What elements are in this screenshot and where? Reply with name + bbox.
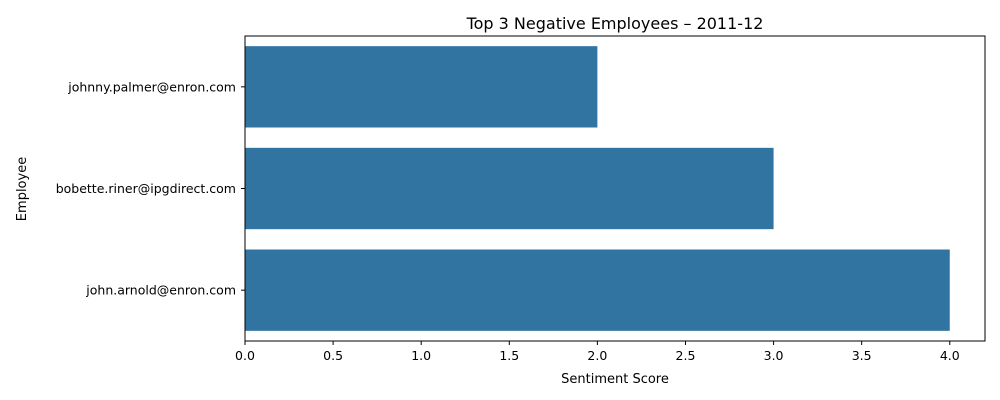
y-tick-label: john.arnold@enron.com bbox=[85, 283, 236, 298]
x-tick-label: 0.5 bbox=[323, 348, 343, 363]
bar-2 bbox=[245, 147, 774, 230]
y-tick-label: johnny.palmer@enron.com bbox=[67, 79, 236, 94]
chart-title: Top 3 Negative Employees – 2011-12 bbox=[466, 14, 764, 33]
y-ticks-group: johnny.palmer@enron.com bobette.riner@ipg… bbox=[56, 79, 245, 298]
x-tick-label: 2.0 bbox=[587, 348, 607, 363]
bars-group bbox=[245, 46, 950, 331]
x-ticks-group: 0.0 0.5 1.0 1.5 2.0 2.5 3.0 3.5 4.0 bbox=[235, 341, 960, 363]
x-tick-label: 1.5 bbox=[499, 348, 519, 363]
x-tick-label: 3.0 bbox=[764, 348, 784, 363]
x-axis-label: Sentiment Score bbox=[561, 372, 669, 387]
plot-frame bbox=[244, 35, 986, 342]
y-axis-label: Employee bbox=[15, 157, 30, 221]
y-tick-label: bobette.riner@ipgdirect.com bbox=[56, 181, 236, 196]
x-tick-label: 3.5 bbox=[852, 348, 872, 363]
bar-1 bbox=[245, 46, 598, 128]
x-tick-label: 4.0 bbox=[940, 348, 960, 363]
x-tick-label: 1.0 bbox=[411, 348, 431, 363]
bar-3 bbox=[245, 249, 950, 331]
x-tick-label: 0.0 bbox=[235, 348, 255, 363]
x-tick-label: 2.5 bbox=[676, 348, 696, 363]
